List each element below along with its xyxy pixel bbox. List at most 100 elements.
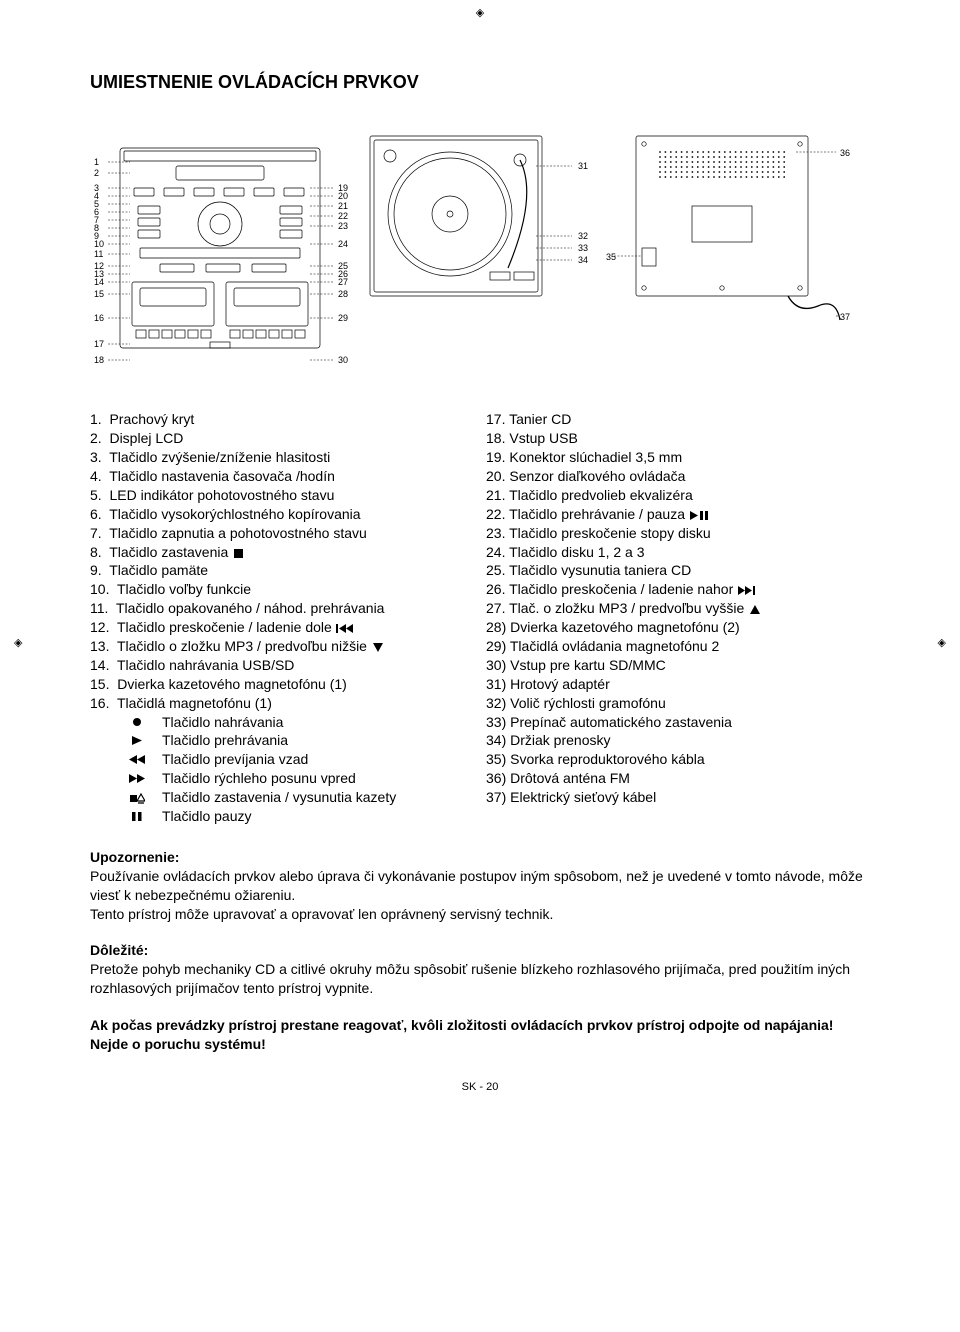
controls-col-left: 1. Prachový kryt2. Displej LCD3. Tlačidl…: [90, 410, 474, 826]
diagram-front: 1234567891011121314151617181920212223242…: [90, 128, 350, 370]
crop-mark-right: ◈: [938, 636, 946, 651]
sublist-label: Tlačidlo prevíjania vzad: [162, 750, 308, 769]
list-item: 4. Tlačidlo nastavenia časovača /hodín: [90, 467, 474, 486]
rew-icon: [126, 754, 148, 765]
list-item: 30) Vstup pre kartu SD/MMC: [486, 656, 870, 675]
page-footer: SK - 20: [90, 1080, 870, 1095]
pause-icon: [126, 811, 148, 822]
controls-col-right: 17. Tanier CD18. Vstup USB19. Konektor s…: [486, 410, 870, 826]
list-item: 9. Tlačidlo pamäte: [90, 561, 474, 580]
list-item: 24. Tlačidlo disku 1, 2 a 3: [486, 543, 870, 562]
list-item: 1. Prachový kryt: [90, 410, 474, 429]
svg-text:37: 37: [840, 312, 850, 322]
list-item: 28) Dvierka kazetového magnetofónu (2): [486, 618, 870, 637]
stopeject-icon: [126, 792, 148, 804]
list-item: 13. Tlačidlo o zložku MP3 / predvoľbu ni…: [90, 637, 474, 656]
list-item: 26. Tlačidlo preskočenia / ladenie nahor: [486, 580, 870, 599]
crop-mark-left: ◈: [14, 636, 22, 651]
sublist-item: Tlačidlo rýchleho posunu vpred: [126, 769, 474, 788]
ffwd-icon: [126, 773, 148, 784]
list-item: 31) Hrotový adaptér: [486, 675, 870, 694]
list-item: 22. Tlačidlo prehrávanie / pauza: [486, 505, 870, 524]
svg-text:35: 35: [606, 252, 616, 262]
list-item: 11. Tlačidlo opakovaného / náhod. prehrá…: [90, 599, 474, 618]
svg-text:29: 29: [338, 313, 348, 323]
diagram-row: 1234567891011121314151617181920212223242…: [90, 128, 870, 370]
list-item: 2. Displej LCD: [90, 429, 474, 448]
controls-list: 1. Prachový kryt2. Displej LCD3. Tlačidl…: [90, 410, 870, 826]
svg-text:2: 2: [94, 168, 99, 178]
dot-icon: [126, 716, 148, 728]
list-item: 36) Drôtová anténa FM: [486, 769, 870, 788]
list-item: 32) Volič rýchlosti gramofónu: [486, 694, 870, 713]
svg-text:15: 15: [94, 289, 104, 299]
list-item: 3. Tlačidlo zvýšenie/zníženie hlasitosti: [90, 448, 474, 467]
page-title: UMIESTNENIE OVLÁDACÍCH PRVKOV: [90, 70, 870, 94]
prev-icon: [336, 619, 354, 635]
stop-icon: [232, 544, 246, 560]
list-item: 12. Tlačidlo preskočenie / ladenie dole: [90, 618, 474, 637]
list-item: 23. Tlačidlo preskočenie stopy disku: [486, 524, 870, 543]
list-item: 6. Tlačidlo vysokorýchlostného kopírovan…: [90, 505, 474, 524]
important-block: Dôležité: Pretože pohyb mechaniky CD a c…: [90, 941, 870, 998]
up-icon: [748, 600, 762, 616]
svg-text:18: 18: [94, 355, 104, 365]
svg-text:27: 27: [338, 277, 348, 287]
list-item: 18. Vstup USB: [486, 429, 870, 448]
list-item: 33) Prepínač automatického zastavenia: [486, 713, 870, 732]
crop-mark-top: ◈: [476, 6, 484, 21]
list-item: 16. Tlačidlá magnetofónu (1): [90, 694, 474, 713]
svg-text:32: 32: [578, 231, 588, 241]
sublist-item: Tlačidlo prehrávania: [126, 731, 474, 750]
svg-text:24: 24: [338, 239, 348, 249]
sublist-label: Tlačidlo rýchleho posunu vpred: [162, 769, 356, 788]
sublist-item: Tlačidlo zastavenia / vysunutia kazety: [126, 788, 474, 807]
warning-block: Upozornenie: Používanie ovládacích prvko…: [90, 848, 870, 924]
svg-text:17: 17: [94, 339, 104, 349]
list-item: 19. Konektor slúchadiel 3,5 mm: [486, 448, 870, 467]
svg-text:21: 21: [338, 201, 348, 211]
svg-text:14: 14: [94, 277, 104, 287]
svg-text:20: 20: [338, 191, 348, 201]
warning-head: Upozornenie:: [90, 848, 870, 867]
sublist-item: Tlačidlo pauzy: [126, 807, 474, 826]
svg-text:22: 22: [338, 211, 348, 221]
list-item: 35) Svorka reproduktorového kábla: [486, 750, 870, 769]
sublist-label: Tlačidlo nahrávania: [162, 713, 283, 732]
list-item: 27. Tlač. o zložku MP3 / predvoľbu vyšši…: [486, 599, 870, 618]
svg-text:1: 1: [94, 157, 99, 167]
tape-sublist: Tlačidlo nahrávaniaTlačidlo prehrávaniaT…: [126, 713, 474, 826]
sublist-item: Tlačidlo nahrávania: [126, 713, 474, 732]
list-item: 20. Senzor diaľkového ovládača: [486, 467, 870, 486]
list-item: 29) Tlačidlá ovládania magnetofónu 2: [486, 637, 870, 656]
list-item: 7. Tlačidlo zapnutia a pohotovostného st…: [90, 524, 474, 543]
down-icon: [371, 638, 385, 654]
sublist-item: Tlačidlo prevíjania vzad: [126, 750, 474, 769]
svg-text:30: 30: [338, 355, 348, 365]
sublist-label: Tlačidlo prehrávania: [162, 731, 288, 750]
sublist-label: Tlačidlo zastavenia / vysunutia kazety: [162, 788, 396, 807]
bold-caution: Ak počas prevádzky prístroj prestane rea…: [90, 1016, 870, 1054]
warning-p1: Používanie ovládacích prvkov alebo úprav…: [90, 867, 870, 905]
svg-text:36: 36: [840, 148, 850, 158]
list-item: 17. Tanier CD: [486, 410, 870, 429]
svg-text:28: 28: [338, 289, 348, 299]
list-item: 25. Tlačidlo vysunutia taniera CD: [486, 561, 870, 580]
warning-p2: Tento prístroj môže upravovať a opravova…: [90, 905, 870, 924]
svg-text:16: 16: [94, 313, 104, 323]
svg-text:11: 11: [94, 249, 103, 259]
important-head: Dôležité:: [90, 941, 870, 960]
next-icon: [737, 581, 755, 597]
list-item: 15. Dvierka kazetového magnetofónu (1): [90, 675, 474, 694]
svg-text:34: 34: [578, 255, 588, 265]
svg-text:33: 33: [578, 243, 588, 253]
svg-text:31: 31: [578, 161, 588, 171]
list-item: 34) Držiak prenosky: [486, 731, 870, 750]
diagram-top: 31 32 33 34: [364, 128, 592, 304]
list-item: 21. Tlačidlo predvolieb ekvalizéra: [486, 486, 870, 505]
svg-text:23: 23: [338, 221, 348, 231]
important-p: Pretože pohyb mechaniky CD a citlivé okr…: [90, 960, 870, 998]
list-item: 8. Tlačidlo zastavenia: [90, 543, 474, 562]
list-item: 10. Tlačidlo voľby funkcie: [90, 580, 474, 599]
playpause-icon: [689, 506, 709, 522]
